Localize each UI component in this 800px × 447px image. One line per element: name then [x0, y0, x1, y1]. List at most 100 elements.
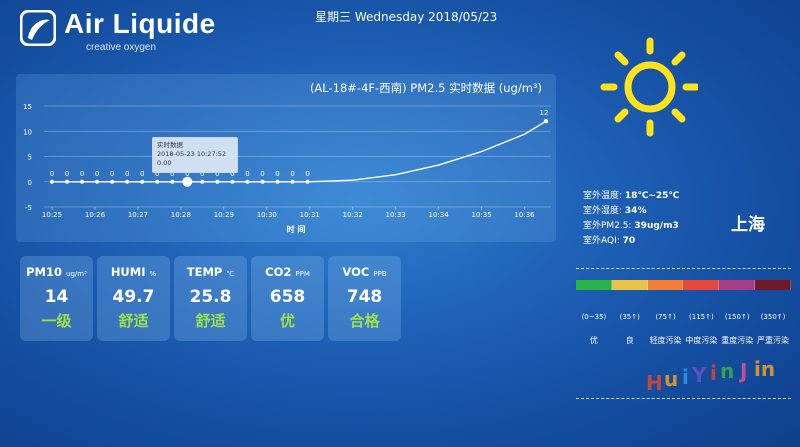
aqi-label: 中度污染	[685, 336, 718, 345]
aqi-label: 重度污染	[721, 336, 754, 345]
air-liquide-logo-icon	[20, 10, 56, 46]
aqi-range: (75↑)	[655, 313, 676, 321]
aqi-scale-segment	[576, 280, 612, 290]
aqi-range: (35↑)	[619, 313, 640, 321]
x-tick-label: 10:34	[429, 211, 450, 219]
outdoor-humidity: 室外湿度: 34%	[583, 206, 647, 216]
data-point	[65, 179, 70, 184]
data-point	[230, 179, 235, 184]
data-point	[155, 179, 160, 184]
data-label: 0	[110, 170, 114, 178]
metric-card-co2: CO2 PPM 658 优	[251, 256, 324, 341]
x-tick-label: 10:33	[386, 211, 406, 219]
data-point	[275, 179, 280, 184]
watermark-image: H u i Y i n J in	[646, 360, 774, 395]
metric-level: 舒适	[195, 312, 226, 330]
metric-unit: PPM	[295, 270, 310, 278]
brand-tagline: creative oxygen	[86, 42, 157, 53]
metric-card-pm10: PM10 ug/m³ 14 一级	[20, 256, 93, 341]
metric-value: 748	[346, 287, 383, 307]
aqi-color-scale	[576, 280, 791, 290]
x-tick-label: 10:28	[171, 211, 191, 219]
metric-value: 658	[269, 287, 306, 307]
x-tick-label: 10:30	[257, 211, 277, 219]
metric-label: HUMI %	[97, 265, 170, 279]
data-point	[260, 179, 265, 184]
data-point	[245, 179, 250, 184]
data-label: 0	[65, 170, 69, 178]
metric-value: 49.7	[112, 287, 155, 307]
aqi-range: (0~35)	[581, 313, 607, 321]
data-label: 0	[125, 170, 129, 178]
metric-name: CO2	[265, 265, 292, 279]
aqi-scale-segment	[755, 280, 791, 290]
aqi-scale-segment	[611, 280, 648, 290]
data-point	[140, 179, 145, 184]
metric-level: 合格	[349, 312, 380, 330]
outdoor-pm25: 室外PM2.5: 39ug/m3	[583, 221, 679, 231]
data-label: 0	[185, 170, 189, 178]
aqi-ranges: (0~35) (35↑) (75↑) (115↑) (150↑) (350↑)	[576, 313, 791, 321]
x-tick-label: 10:35	[471, 211, 491, 219]
aqi-range: (150↑)	[724, 313, 750, 321]
divider-bottom	[576, 398, 791, 399]
data-point	[125, 179, 130, 184]
data-label: 0	[260, 170, 264, 178]
metric-value: 25.8	[189, 287, 232, 307]
data-label: 0	[155, 170, 159, 178]
data-label: 0	[290, 170, 294, 178]
y-tick-label: 5	[28, 154, 32, 162]
tooltip-time: 2018-05-23 10:27:52	[157, 150, 227, 158]
data-point	[200, 179, 205, 184]
aqi-scale-segment	[683, 280, 720, 290]
x-tick-label: 10:36	[514, 211, 535, 219]
y-tick-label: -5	[25, 204, 32, 212]
data-label: 0	[305, 170, 309, 178]
svg-text:i: i	[682, 365, 689, 389]
y-tick-label: 0	[28, 179, 32, 187]
svg-text:i: i	[710, 361, 717, 385]
data-point	[110, 179, 115, 184]
metric-label: VOC PPB	[328, 265, 401, 279]
metric-unit: ug/m³	[66, 270, 87, 278]
data-label: 0	[170, 170, 174, 178]
x-tick-label: 10:29	[214, 211, 234, 219]
aqi-label: 优	[589, 336, 598, 345]
svg-text:n: n	[720, 360, 734, 383]
data-label: 0	[95, 170, 99, 178]
x-axis-label: 时 间	[287, 224, 306, 234]
data-point	[290, 179, 295, 184]
data-label: 0	[215, 170, 219, 178]
y-tick-label: 10	[23, 128, 32, 136]
outdoor-weather-info: 室外温度: 18℃~25℃ 室外湿度: 34% 室外PM2.5: 39ug/m3…	[583, 189, 679, 249]
metric-name: TEMP	[186, 265, 223, 279]
data-label: 0	[275, 170, 279, 178]
aqi-label: 严重污染	[757, 336, 790, 345]
chart-tooltip: 实时数据 2018-05-23 10:27:52 0.00	[152, 137, 238, 173]
data-point	[80, 179, 85, 184]
aqi-label: 轻度污染	[649, 336, 682, 345]
tooltip-title: 实时数据	[157, 141, 183, 149]
outdoor-aqi: 室外AQI: 70	[583, 236, 636, 246]
end-data-label: 12	[540, 109, 549, 117]
data-point	[305, 179, 310, 184]
data-label: 0	[230, 170, 234, 178]
city-name: 上海	[731, 215, 765, 235]
metric-value: 14	[44, 287, 69, 307]
svg-text:u: u	[664, 367, 678, 391]
x-tick-label: 10:27	[128, 211, 148, 219]
aqi-scale-segment	[719, 280, 756, 290]
aqi-label: 良	[625, 336, 634, 345]
aqi-scale-segment	[647, 280, 684, 290]
end-data-point	[543, 118, 549, 124]
brand-name: Air Liquide	[64, 8, 216, 39]
metric-level: 舒适	[118, 312, 149, 330]
svg-text:J: J	[738, 360, 747, 383]
data-label: 0	[200, 170, 204, 178]
pm25-series-line	[52, 120, 547, 183]
data-point	[170, 179, 175, 184]
metric-name: HUMI	[110, 265, 146, 279]
svg-text:Y: Y	[691, 363, 707, 387]
x-tick-label: 10:32	[343, 211, 363, 219]
metric-level: 一级	[41, 312, 72, 330]
